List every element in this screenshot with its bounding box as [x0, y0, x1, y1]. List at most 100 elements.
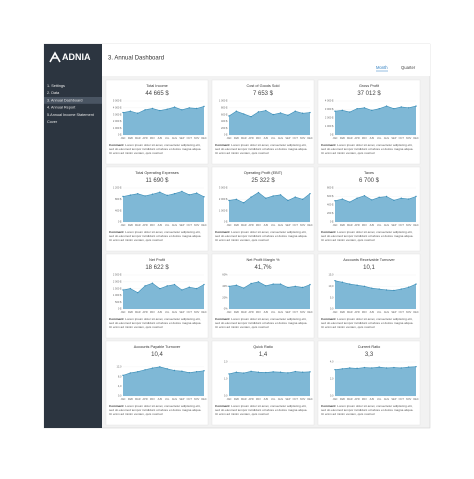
line — [334, 366, 417, 370]
y-tick-label: 0 $ — [224, 133, 228, 137]
logo: ADNIA — [62, 52, 91, 62]
x-tick-label: AUG — [384, 137, 389, 140]
x-tick-label: APR — [355, 398, 360, 401]
comment: Comment: Lorem ipsum dolor sit amet, con… — [321, 404, 417, 416]
toggle-quarter[interactable]: Quarter — [401, 65, 416, 70]
comment-box: Comment: Lorem ipsum dolor sit amet, con… — [109, 404, 201, 416]
x-tick-label: FEB — [340, 311, 345, 314]
nav-item[interactable]: 1. Settings — [47, 84, 65, 88]
point — [400, 288, 402, 290]
x-tick-label: AUG — [278, 137, 283, 140]
x-tick-label: JUL — [165, 224, 170, 227]
point — [279, 371, 282, 373]
x-tick-label: JUN — [369, 398, 374, 401]
card-title: Net Profit Margin % — [247, 258, 281, 262]
point — [363, 107, 366, 109]
y-tick-label: 800 $ — [221, 105, 228, 109]
point — [385, 195, 388, 198]
x-tick-label: JUL — [271, 137, 276, 140]
y-tick-label: 0,0 — [330, 394, 334, 398]
x-tick-label: MAR — [135, 224, 141, 227]
x-tick-label: JAN — [333, 311, 338, 314]
kpi-value: 44 665 $ — [145, 91, 169, 97]
point — [393, 107, 395, 110]
comment-box: Comment: Lorem ipsum dolor sit amet, con… — [321, 230, 413, 242]
x-tick-label: NOV — [406, 224, 412, 227]
point — [166, 108, 168, 110]
point — [301, 198, 304, 201]
point — [356, 197, 358, 199]
y-tick-label: 2,0 — [224, 360, 228, 364]
comment-box: Comment: Lorem ipsum dolor sit amet, con… — [215, 143, 308, 155]
point — [257, 191, 260, 194]
point — [334, 110, 336, 112]
kpi-value: 3,3 — [365, 352, 374, 358]
point — [371, 109, 373, 112]
x-tick-label: DEC — [201, 398, 206, 401]
x-tick-label: SEP — [285, 224, 290, 227]
nav-item[interactable]: 2. Data — [47, 91, 60, 95]
point — [363, 285, 366, 288]
nav-item[interactable]: Cover — [47, 120, 58, 124]
point — [257, 371, 260, 373]
x-tick-label: APR — [143, 224, 148, 227]
point — [393, 289, 395, 292]
y-tick-label: 20% — [222, 295, 228, 299]
y-tick-label: 60% — [222, 273, 228, 277]
point — [378, 366, 380, 368]
kpi-card: Accounts Payable Turnover 10,4 0,0 4,0 8,0 12… — [105, 340, 209, 426]
x-tick-label: OCT — [399, 224, 405, 227]
card-title: Total Operating Expenses — [135, 171, 179, 175]
y-tick-label: 1 000 $ — [113, 293, 122, 297]
point — [181, 190, 183, 193]
x-tick-label: MAR — [135, 137, 141, 140]
y-tick-label: 40% — [222, 284, 228, 288]
x-tick-label: FEB — [234, 224, 239, 227]
card-title: Cost of Goods Sold — [247, 84, 280, 88]
nav-item[interactable]: 3. Annual Dashboard — [47, 98, 82, 102]
point — [166, 368, 168, 370]
x-tick-label: SEP — [391, 311, 396, 314]
comment-label: Comment: — [321, 317, 337, 321]
point — [349, 367, 351, 369]
kpi-card: Accounts Receivable Turnover 10,1 0,0 5,0 10… — [317, 253, 421, 339]
x-tick-label: DEC — [201, 137, 206, 140]
point — [151, 107, 154, 110]
x-tick-label: JAN — [333, 137, 338, 140]
kpi-value: 7 653 $ — [253, 91, 274, 97]
point — [235, 284, 238, 286]
x-tick-label: NOV — [300, 224, 306, 227]
comment-text: Lorem ipsum dolor sit amet, consectetur … — [109, 143, 202, 155]
nav-item[interactable]: 5.Annual Income Statement — [47, 113, 95, 117]
y-tick-label: 0 $ — [118, 220, 122, 224]
comment: Comment: Lorem ipsum dolor sit amet, con… — [215, 404, 311, 416]
x-tick-label: MAR — [241, 398, 247, 401]
point — [371, 287, 373, 289]
point — [309, 192, 311, 195]
x-tick-label: JUN — [263, 137, 268, 140]
toggle-month[interactable]: Month — [376, 65, 388, 70]
nav-item[interactable]: 4. Annual Report — [47, 106, 76, 110]
point — [166, 194, 168, 197]
y-tick-label: 0 $ — [224, 220, 228, 224]
point — [265, 109, 267, 112]
y-tick-label: 5 000 $ — [113, 99, 122, 103]
comment-text: Lorem ipsum dolor sit amet, consectetur … — [109, 317, 202, 329]
x-tick-label: JUN — [369, 224, 374, 227]
x-tick-label: MAY — [256, 311, 262, 314]
x-tick-label: JUN — [369, 137, 374, 140]
card-title: Operating Profit (EBIT) — [244, 171, 283, 175]
x-tick-label: JAN — [227, 311, 232, 314]
line — [228, 192, 311, 204]
point — [265, 371, 267, 374]
x-tick-label: AUG — [278, 311, 283, 314]
point — [151, 367, 154, 369]
x-tick-label: AUG — [172, 311, 177, 314]
point — [356, 367, 358, 370]
point — [371, 199, 373, 201]
point — [151, 193, 154, 195]
x-tick-label: AUG — [384, 311, 389, 314]
comment-text: Lorem ipsum dolor sit amet, consectetur … — [215, 143, 308, 155]
